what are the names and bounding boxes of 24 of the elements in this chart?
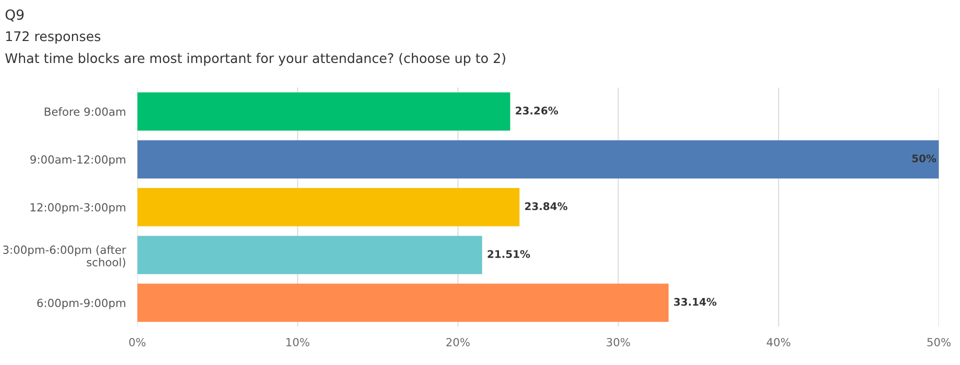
x-tick-label: 50% bbox=[927, 338, 951, 346]
data-label: 33.14% bbox=[674, 298, 716, 306]
bar bbox=[137, 92, 510, 131]
y-tick-label: 6:00pm-9:00pm bbox=[37, 298, 126, 310]
x-tick-label: 40% bbox=[766, 338, 790, 346]
y-tick-label: 12:00pm-3:00pm bbox=[30, 203, 126, 214]
data-label: 23.26% bbox=[516, 106, 558, 115]
data-label: 23.84% bbox=[525, 202, 568, 210]
y-tick-label: Before 9:00am bbox=[44, 107, 126, 116]
bar bbox=[137, 188, 520, 226]
text: What time blocks are most important for your attendance? (choose up to 2) bbox=[5, 52, 506, 66]
x-tick-label: 30% bbox=[606, 338, 630, 346]
chart-subtitle: 172 responses bbox=[6, 31, 100, 44]
text: Q9 bbox=[6, 9, 24, 22]
y-tick-label: 3:00pm-6:00pm (after school) bbox=[3, 245, 126, 268]
data-label: 21.51% bbox=[488, 250, 530, 258]
x-tick-label: 10% bbox=[286, 338, 310, 346]
x-tick-label: 20% bbox=[446, 338, 470, 346]
y-tick-label: 9:00am-12:00pm bbox=[30, 155, 126, 166]
x-tick-label: 0% bbox=[129, 338, 146, 346]
bar bbox=[137, 140, 939, 178]
bar bbox=[137, 284, 669, 322]
bar bbox=[137, 236, 482, 274]
data-label: 50% bbox=[912, 154, 936, 162]
